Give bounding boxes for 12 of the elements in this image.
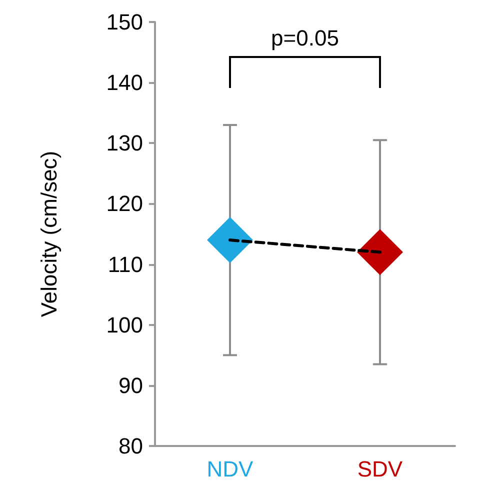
- y-tick-label: 100: [106, 312, 143, 338]
- y-tick-label: 90: [118, 372, 143, 398]
- x-tick-label: NDV: [206, 456, 254, 482]
- y-tick-label: 140: [106, 70, 143, 96]
- annotation: p=0.05: [271, 26, 339, 50]
- y-tick-label: 150: [106, 10, 143, 34]
- y-axis-title: Velocity (cm/sec): [36, 150, 62, 318]
- y-tick-label: 120: [106, 191, 143, 216]
- y-tick-label: 110: [108, 252, 143, 277]
- y-tick-label: 80: [118, 434, 143, 458]
- y-tick-label: 130: [106, 130, 143, 156]
- x-tick-label: SDV: [357, 456, 403, 482]
